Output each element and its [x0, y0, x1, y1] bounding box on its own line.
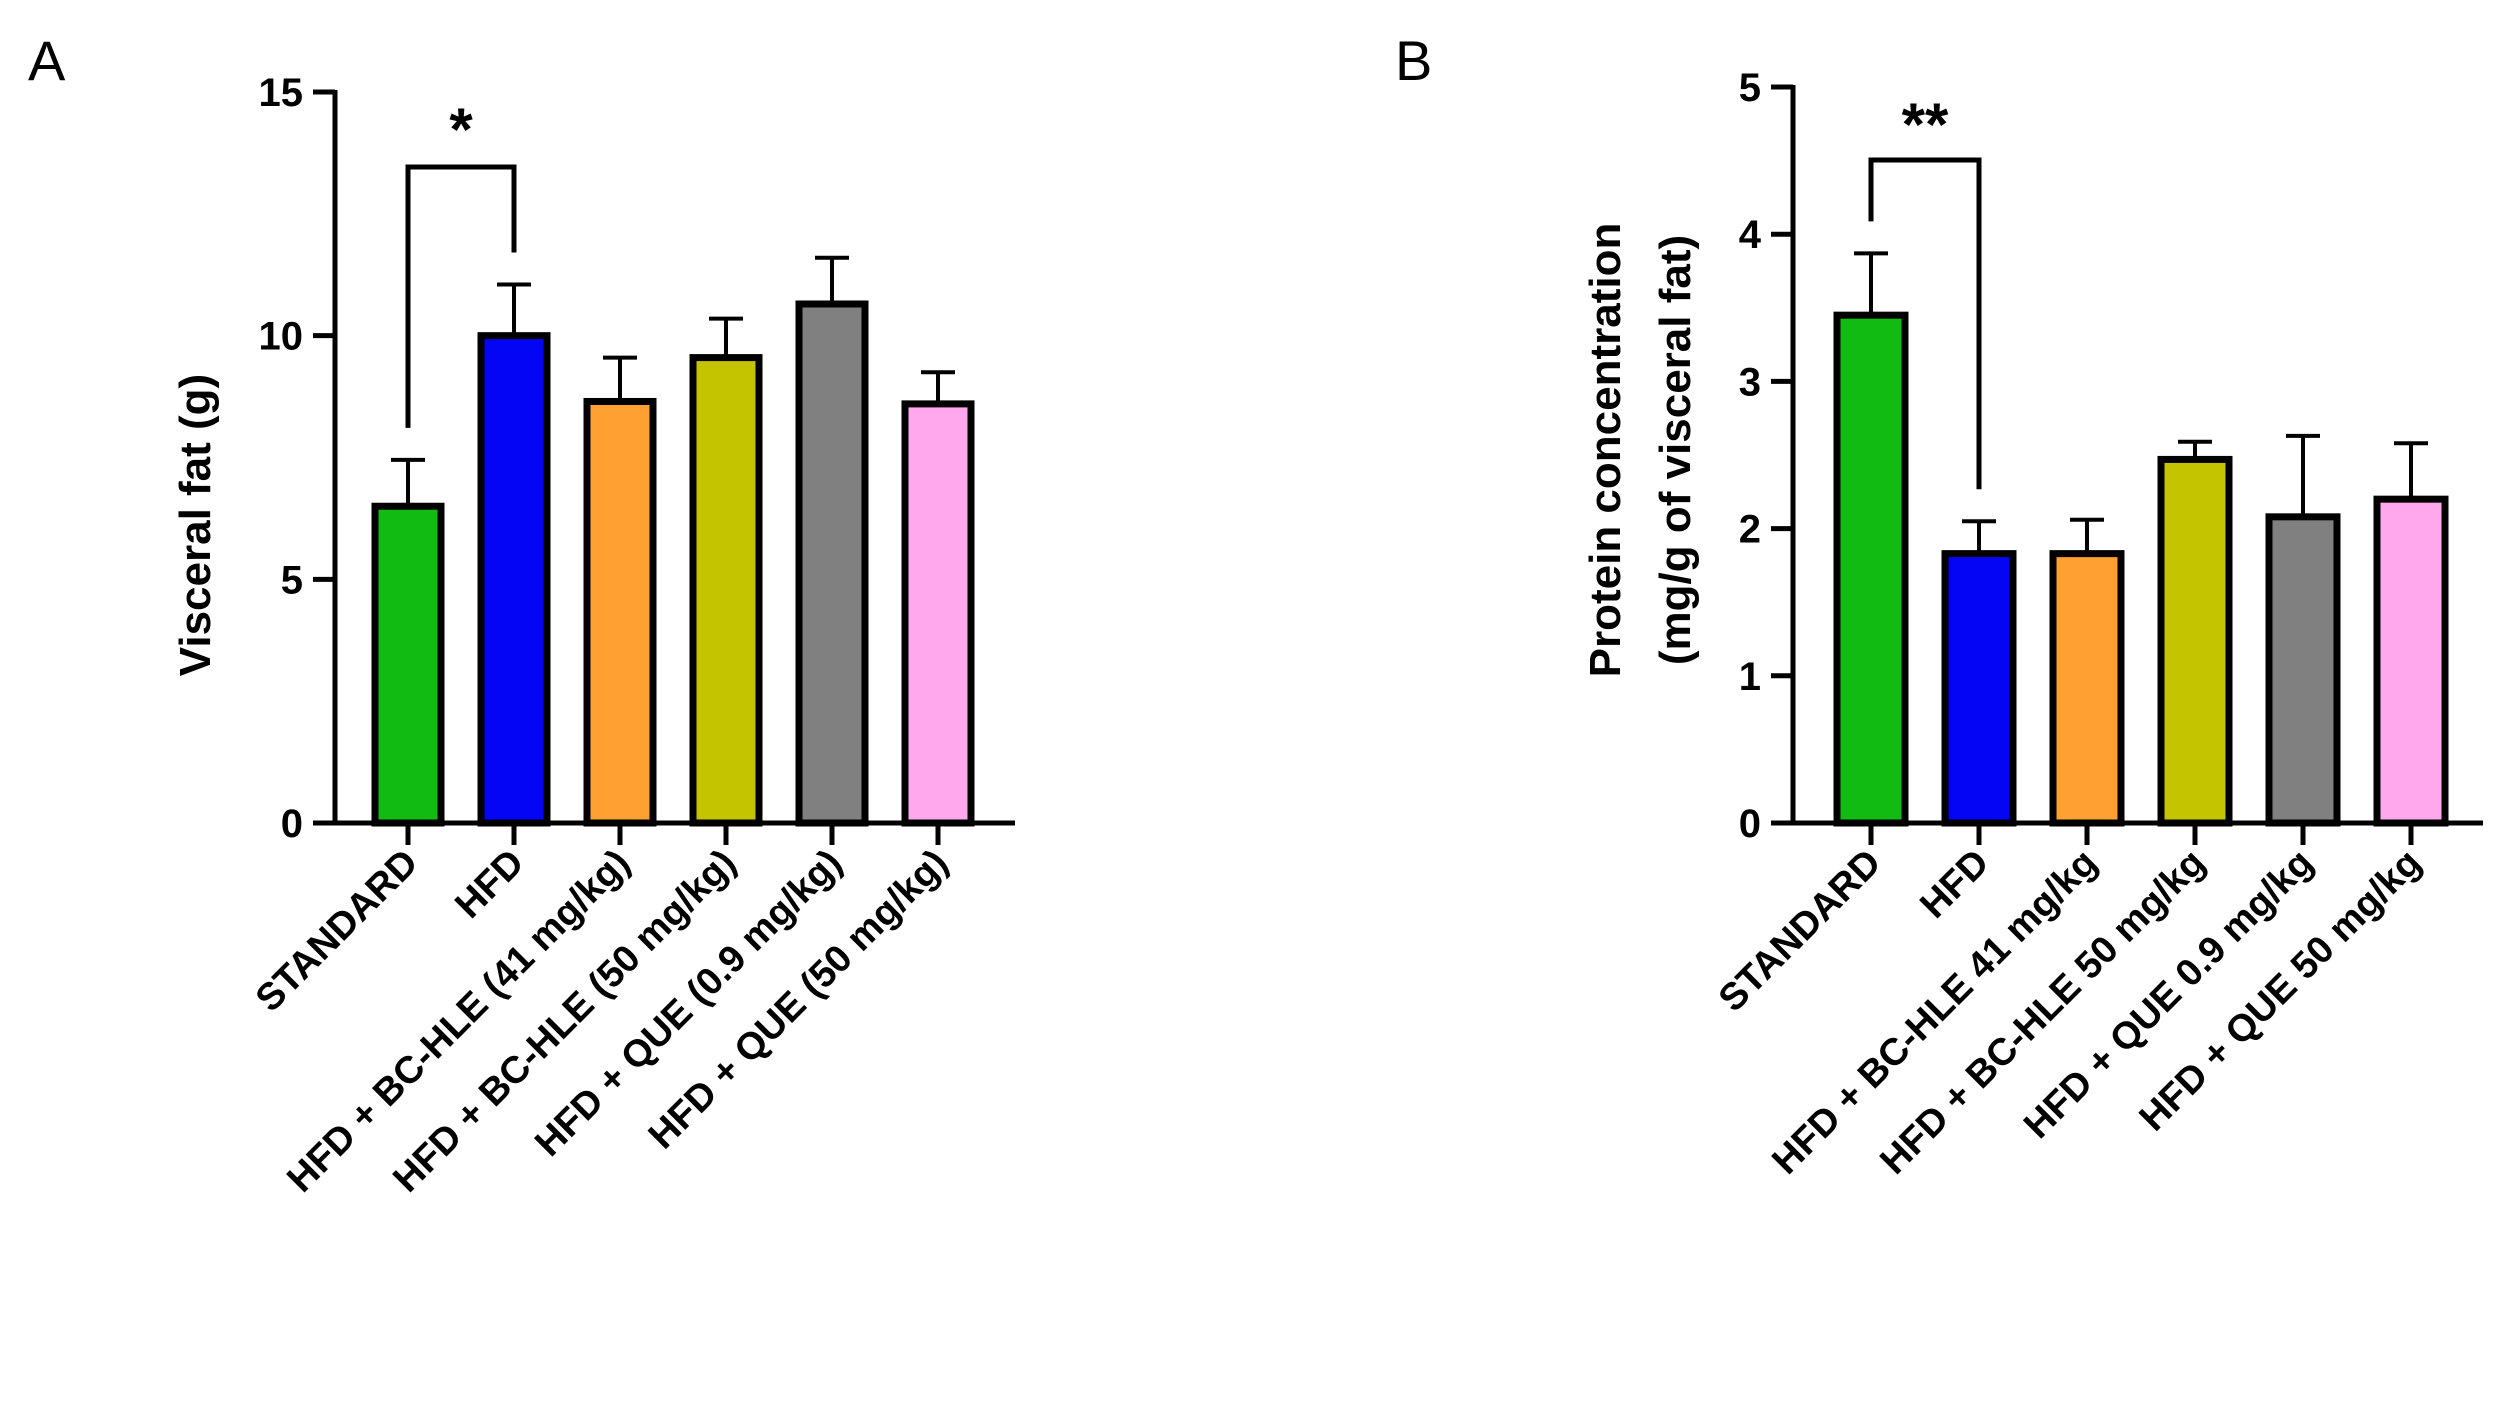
panel-b-y-tick-label: 1 [1739, 655, 1761, 699]
panel-a-y-axis-title: Visceral fat (g) [171, 374, 220, 676]
panel-b-bar [2049, 550, 2125, 827]
panel-b-letter: B [1395, 29, 1432, 92]
panel-b-bar [2373, 495, 2449, 827]
panel-b-bar [2265, 513, 2341, 827]
panel-b-y-tick-label: 4 [1739, 213, 1762, 257]
panel-b-bar [1941, 550, 2017, 827]
panel-b-y-tick-label: 5 [1739, 66, 1761, 110]
panel-b-category-label: STANDARD [1711, 842, 1889, 1020]
panel-a-y-tick-label: 10 [259, 315, 304, 359]
panel-a-y-tick-label: 0 [281, 802, 303, 846]
panel-a-bar [477, 332, 551, 827]
panel-b-significance-label: ** [1902, 91, 1949, 158]
panel-b: B Protein concentration (mg/g of viscera… [1395, 29, 2483, 1183]
panel-b-bar [2157, 455, 2233, 827]
panel-a-bar [583, 397, 657, 827]
panel-a-significance-bracket [405, 164, 517, 428]
panel-a-y-tick-label: 15 [259, 71, 304, 115]
panel-a-letter: A [28, 29, 66, 92]
panel-b-y-axis-title-line-1: Protein concentration [1581, 223, 1630, 678]
panel-a-bar [795, 300, 869, 827]
panel-a-bar [371, 502, 445, 827]
panel-b-category-label: HFD [1912, 842, 1997, 927]
panel-a-category-label: HFD [447, 842, 532, 927]
panel-a-bar [689, 354, 763, 827]
panel-a-significance-label: * [449, 96, 473, 163]
panel-b-y-tick-label: 2 [1739, 508, 1761, 552]
panel-b-bar [1833, 311, 1909, 827]
panel-a-bar [901, 400, 975, 827]
panel-b-y-axis-title-line-2: (mg/g of visceral fat) [1651, 235, 1700, 665]
panel-b-significance-bracket [1868, 157, 1982, 490]
panel-b-y-tick-label: 3 [1739, 360, 1761, 404]
panel-a-y-tick-label: 5 [281, 558, 303, 602]
panel-b-y-tick-label: 0 [1739, 802, 1761, 846]
panel-a-category-label: STANDARD [248, 842, 426, 1020]
